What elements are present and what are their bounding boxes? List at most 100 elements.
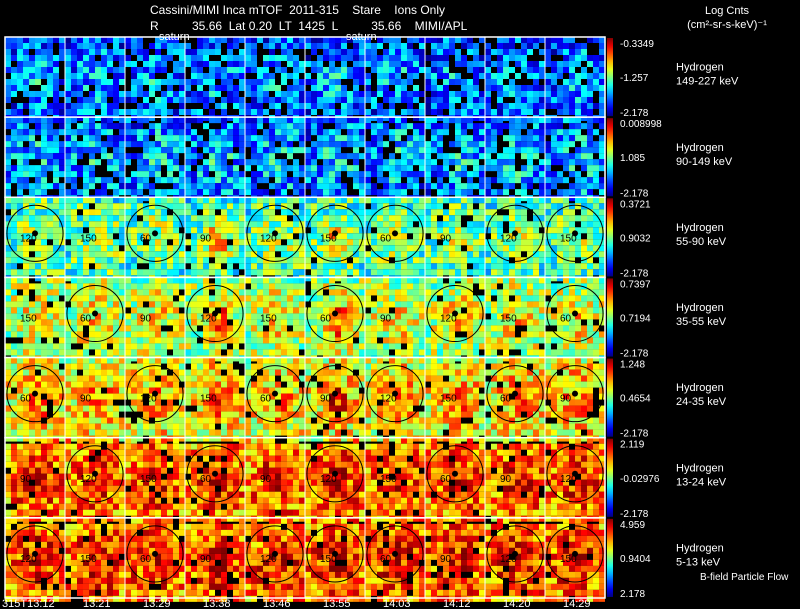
colorbar-max: 2.119 (620, 440, 645, 451)
contour-label: 150 (440, 394, 457, 405)
panel-species-label: Hydrogen (676, 222, 724, 234)
x-tick-label: 14:20 (503, 598, 531, 609)
panel-species-label: Hydrogen (676, 302, 724, 314)
colorbar-max: 4.959 (620, 520, 645, 531)
colorbar-max: 1.248 (620, 360, 645, 371)
panel-2: 0.008998 1.085 -2.178 Hydrogen 90-149 keV (4, 116, 733, 202)
contour-label: 120 (260, 554, 277, 565)
colorbar-mid: 0.7194 (620, 314, 651, 325)
panel-energy-label: 5-13 keV (676, 557, 721, 569)
colorbar-6 (607, 438, 613, 517)
contour-label: 90 (440, 554, 452, 565)
colorbar-2 (607, 118, 613, 197)
contour-label: 120 (20, 233, 37, 244)
contour-label: 90 (560, 394, 572, 405)
x-tick-label: 315T13:12 (2, 598, 55, 609)
chart-title: Cassini/MIMI Inca mTOF 2011-315 Stare Io… (150, 3, 445, 17)
contour-label: 150 (380, 474, 397, 485)
contour-label: 120 (500, 554, 517, 565)
contour-label: 120 (440, 314, 457, 325)
contour-label: 60 (380, 554, 392, 565)
colorbar-mid: 1.085 (620, 153, 645, 164)
contour-label: 120 (20, 554, 37, 565)
panel-species-label: Hydrogen (676, 62, 724, 74)
panel-5: 60 90 120 150 60 90 120 150 60 90 1.248 0.4654 -2.17… (4, 356, 727, 442)
colorbar-units: (cm²-sr-s-keV)⁻¹ (687, 19, 767, 31)
contour-label: 60 (320, 314, 332, 325)
colorbar-4 (607, 278, 613, 357)
panel-7: 120 150 60 90 120 150 60 90 120 150 4.959 0.9404 2.1… (4, 517, 724, 602)
colorbar-title-label: Log Cnts (704, 5, 750, 17)
panel-energy-label: 35-55 keV (676, 316, 727, 328)
contour-label: 60 (200, 474, 212, 485)
contour-label: 90 (440, 233, 452, 244)
contour-label: 150 (140, 474, 157, 485)
contour-label: 120 (560, 474, 577, 485)
colorbar-min: 2.178 (620, 589, 645, 600)
colorbar-max: 0.7397 (620, 279, 651, 290)
contour-label: 120 (80, 474, 97, 485)
contour-label: 150 (320, 233, 337, 244)
chart-subtitle: R 35.66 Lat 0.20 LT 1425 L 35.66 MIMI/AP… (150, 19, 468, 33)
x-tick-label: 14:03 (383, 598, 411, 609)
panel-3: 120 150 60 90 120 150 60 90 120 150 0.3721 0.9032 -2… (4, 196, 727, 282)
contour-label: 60 (260, 394, 272, 405)
contour-label: 150 (80, 554, 97, 565)
contour-label: 150 (200, 394, 217, 405)
contour-label: 150 (20, 314, 37, 325)
colorbar-1 (607, 38, 613, 117)
contour-label: 60 (440, 474, 452, 485)
contour-label: 90 (380, 314, 392, 325)
saturn-label-2: saturn (346, 31, 377, 43)
panel-energy-label: 55-90 keV (676, 236, 727, 248)
panel-energy-label: 24-35 keV (676, 396, 727, 408)
contour-label: 120 (200, 314, 217, 325)
colorbar-7 (607, 518, 613, 597)
contour-label: 60 (80, 314, 92, 325)
panel-energy-label: 90-149 keV (676, 156, 733, 168)
colorbar-min: -2.178 (620, 429, 649, 440)
x-tick-label: 13:21 (83, 598, 111, 609)
contour-label: 120 (320, 474, 337, 485)
contour-label: 150 (560, 554, 577, 565)
contour-label: 60 (140, 233, 152, 244)
contour-label: 120 (260, 233, 277, 244)
panel-energy-label: 149-227 keV (676, 76, 739, 88)
contour-label: 90 (500, 474, 512, 485)
x-tick-label: 14:12 (443, 598, 471, 609)
colorbar-mid: 0.4654 (620, 394, 651, 405)
colorbar-mid: -0.02976 (620, 474, 660, 485)
contour-label: 90 (260, 474, 272, 485)
b-field-particle-flow-label: B-field Particle Flow (700, 572, 789, 583)
contour-label: 150 (320, 554, 337, 565)
x-tick-label: 13:46 (263, 598, 291, 609)
panel-4: 150 60 90 120 150 60 90 120 150 60 0.7397 0.7194 -2.… (4, 276, 727, 362)
contour-label: 120 (380, 394, 397, 405)
colorbar-min: -2.178 (620, 349, 649, 360)
colorbar-mid: 0.9404 (620, 554, 651, 565)
contour-label: 60 (20, 394, 32, 405)
colorbar-min: -2.178 (620, 188, 649, 199)
contour-label: 90 (320, 394, 332, 405)
panel-1: -0.3349 -1.257 -2.178 Hydrogen 149-227 keV (4, 36, 739, 121)
colorbar-max: 0.3721 (620, 199, 651, 210)
panel-species-label: Hydrogen (676, 382, 724, 394)
colorbar-mid: 0.9032 (620, 233, 651, 244)
x-tick-label: 14:29 (563, 598, 591, 609)
x-tick-label: 13:29 (143, 598, 171, 609)
contour-label: 60 (140, 554, 152, 565)
panel-species-label: Hydrogen (676, 543, 724, 555)
panel-6: 90 120 150 60 90 120 150 60 90 120 2.119 -0.02976 -2… (4, 436, 727, 522)
colorbar-max: -0.3349 (620, 39, 654, 50)
contour-label: 150 (260, 314, 277, 325)
contour-label: 60 (380, 233, 392, 244)
contour-label: 90 (200, 233, 212, 244)
contour-label: 120 (500, 233, 517, 244)
x-tick-label: 13:55 (323, 598, 351, 609)
contour-label: 90 (20, 474, 32, 485)
contour-label: 60 (560, 314, 572, 325)
x-tick-label: 13:38 (203, 598, 231, 609)
contour-label: 150 (80, 233, 97, 244)
colorbar-5 (607, 358, 613, 437)
